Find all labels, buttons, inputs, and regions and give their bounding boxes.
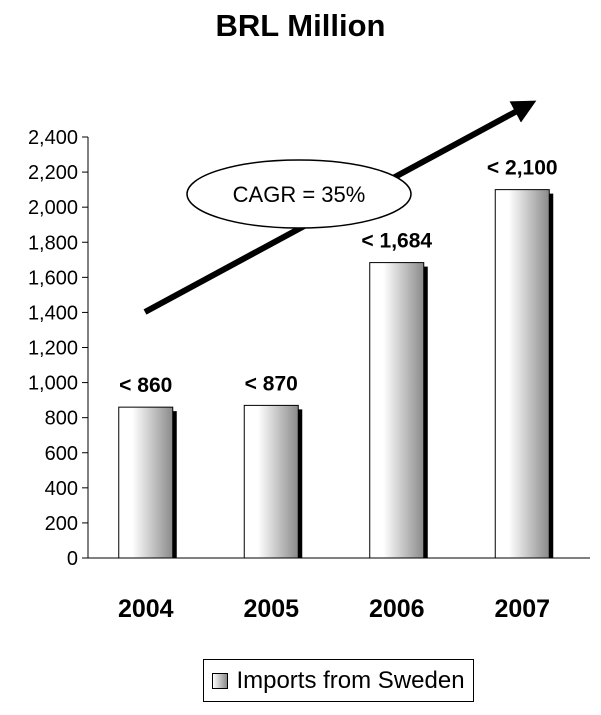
bar [118,406,174,559]
y-tick-label: 600 [45,443,78,465]
data-label: < 860 [119,374,172,397]
y-tick-label: 1,200 [28,338,78,360]
legend-swatch [212,672,229,689]
legend: Imports from Sweden [203,659,474,702]
y-tick-label: 400 [45,478,78,500]
data-label: < 2,100 [487,157,558,180]
data-label: < 870 [245,372,298,395]
chart-title: BRL Million [215,8,386,43]
y-tick-label: 2,200 [28,162,78,184]
y-tick-label: 200 [45,513,78,535]
y-tick-label: 1,000 [28,373,78,395]
x-tick-label: 2004 [118,595,174,623]
cagr-ellipse [186,159,412,229]
cagr-label: CAGR = 35% [233,182,366,207]
y-tick-label: 0 [67,548,78,570]
bar [494,189,550,559]
y-tick-label: 1,800 [28,232,78,254]
y-tick-label: 2,000 [28,197,78,219]
y-tick-label: 800 [45,408,78,430]
x-tick-label: 2007 [494,595,550,623]
y-tick-label: 2,400 [28,127,78,149]
bar [369,262,425,559]
legend-label: Imports from Sweden [236,666,465,694]
x-tick-label: 2005 [243,595,299,623]
y-tick-label: 1,600 [28,267,78,289]
data-label: < 1,684 [361,230,432,253]
bar [243,404,299,559]
x-tick-label: 2006 [369,595,425,623]
y-tick-label: 1,400 [28,302,78,324]
